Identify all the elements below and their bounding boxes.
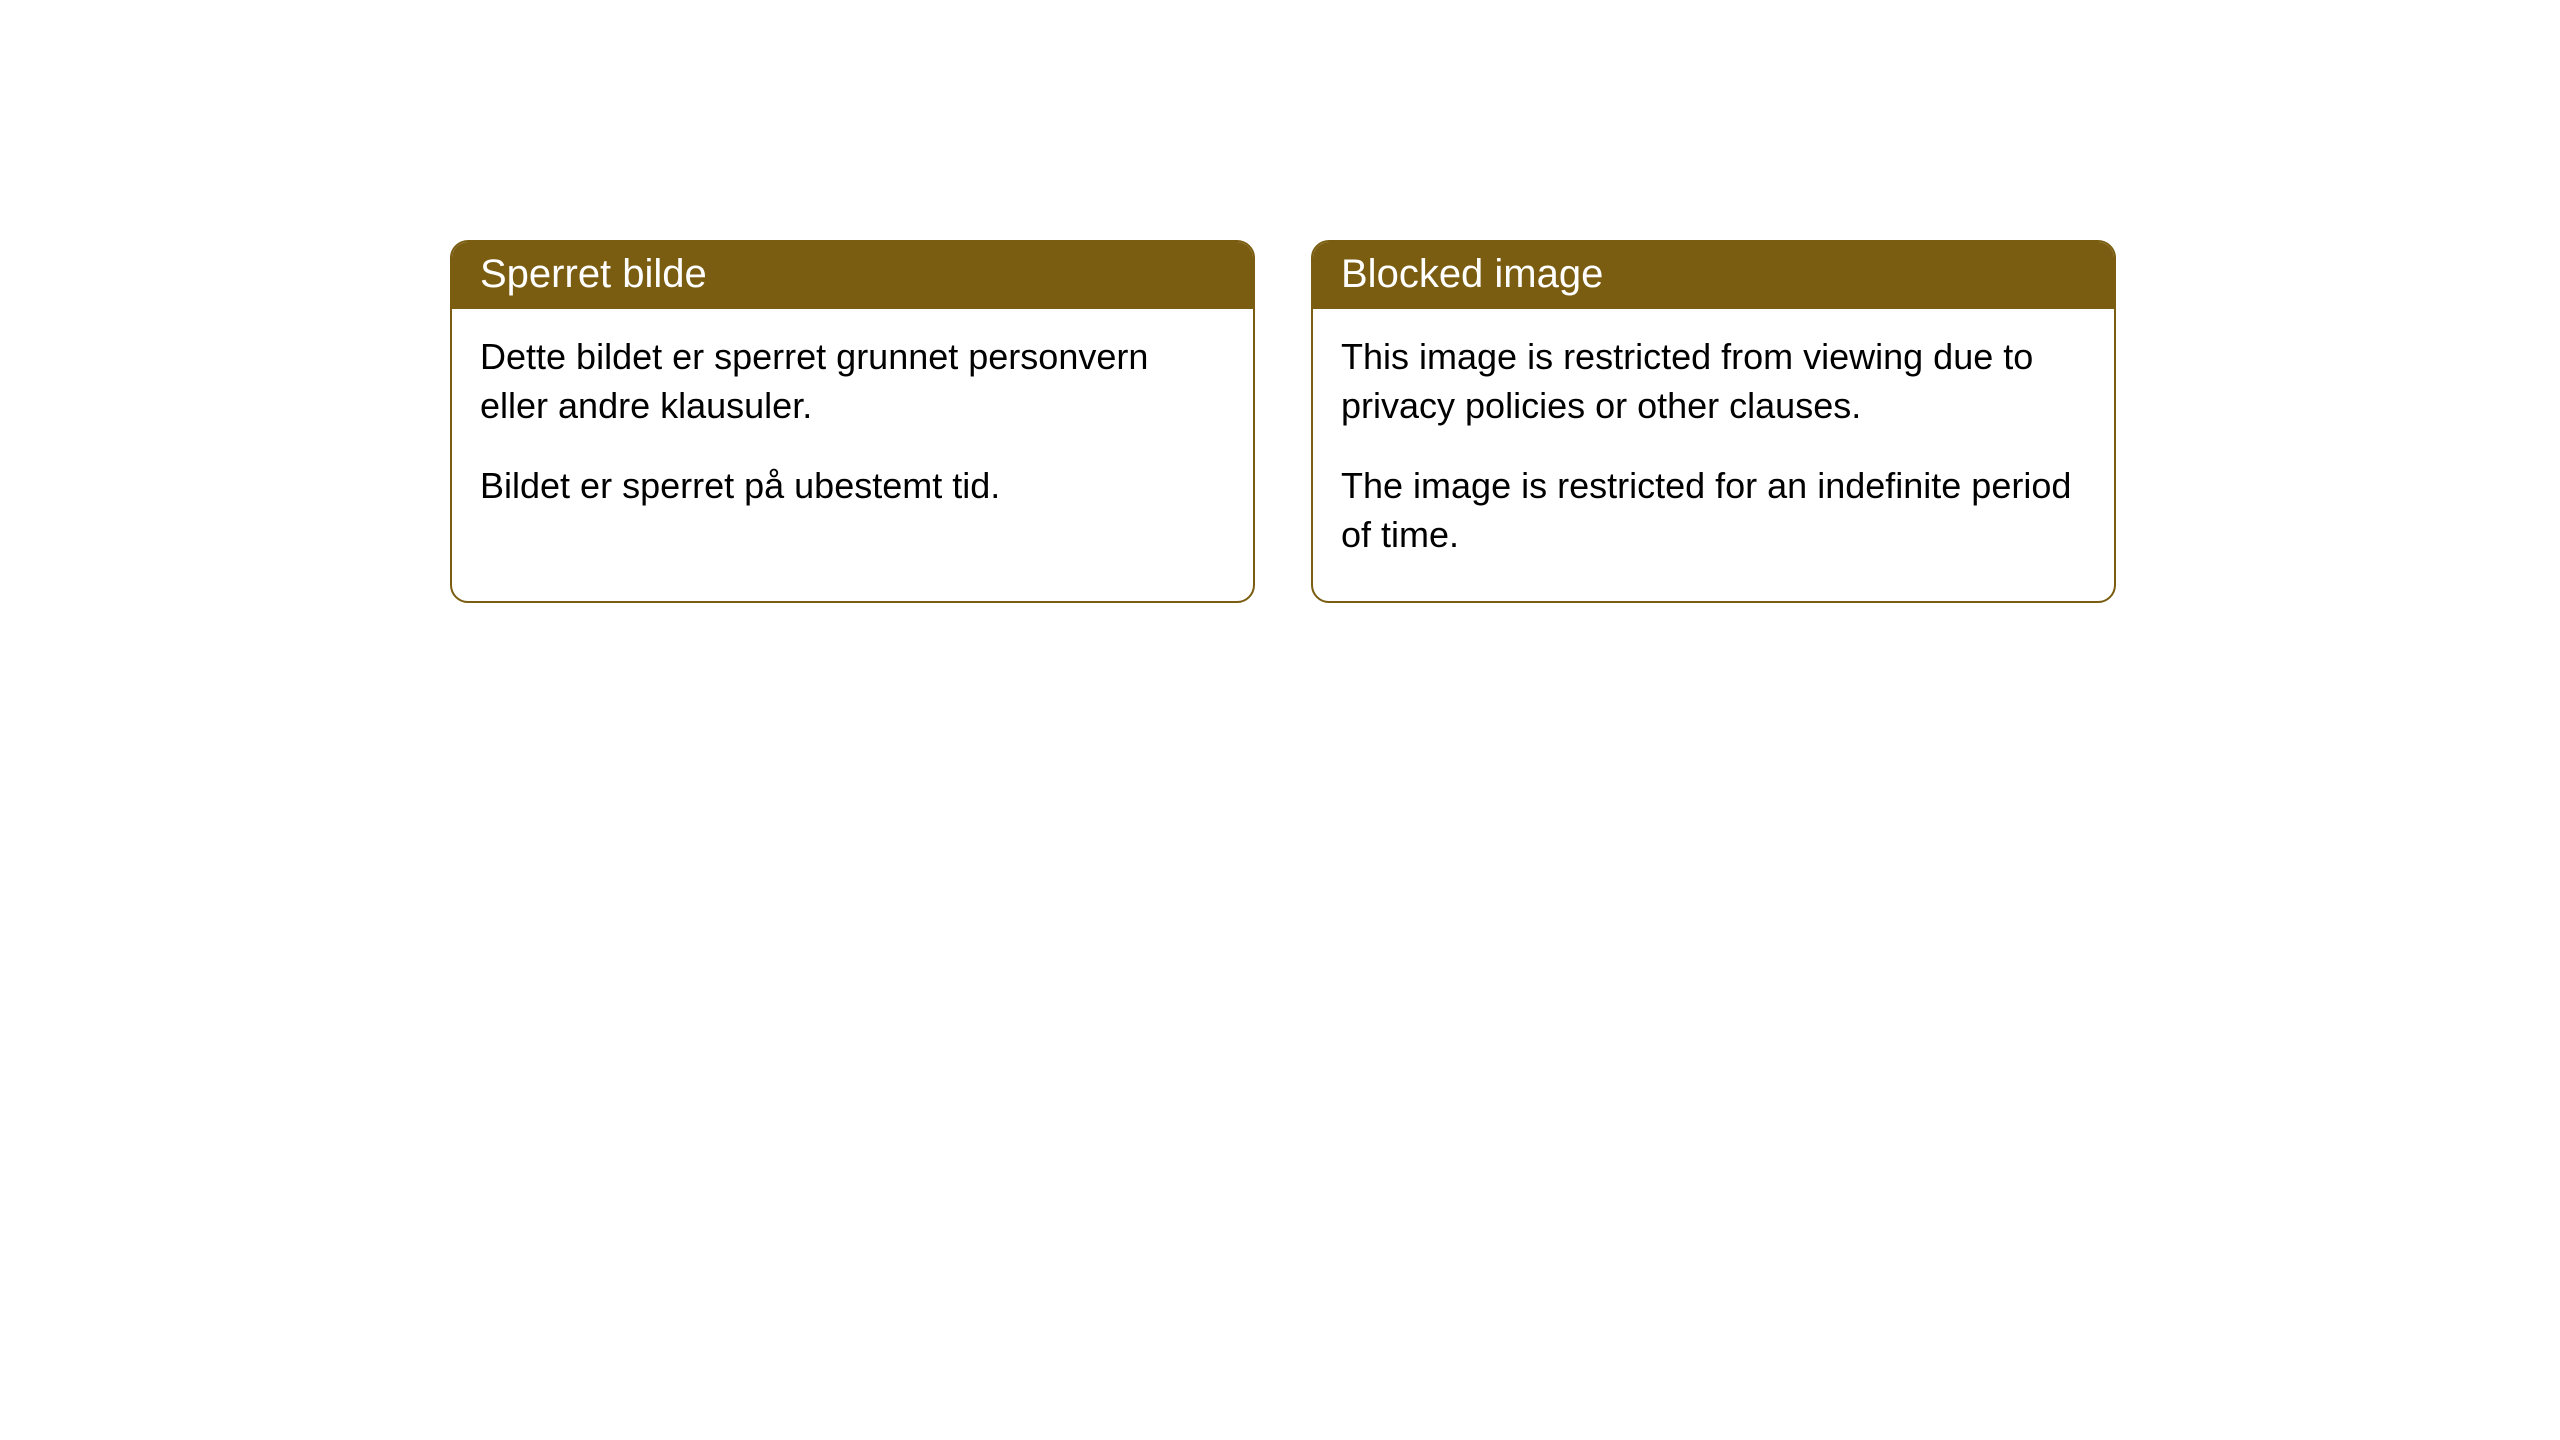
notice-card-english: Blocked image This image is restricted f…: [1311, 240, 2116, 603]
card-body: Dette bildet er sperret grunnet personve…: [452, 309, 1253, 553]
card-paragraph: Bildet er sperret på ubestemt tid.: [480, 462, 1225, 511]
card-paragraph: Dette bildet er sperret grunnet personve…: [480, 333, 1225, 430]
card-paragraph: The image is restricted for an indefinit…: [1341, 462, 2086, 559]
card-header: Blocked image: [1313, 242, 2114, 309]
card-header: Sperret bilde: [452, 242, 1253, 309]
notice-cards-container: Sperret bilde Dette bildet er sperret gr…: [450, 240, 2560, 603]
card-paragraph: This image is restricted from viewing du…: [1341, 333, 2086, 430]
notice-card-norwegian: Sperret bilde Dette bildet er sperret gr…: [450, 240, 1255, 603]
card-body: This image is restricted from viewing du…: [1313, 309, 2114, 601]
